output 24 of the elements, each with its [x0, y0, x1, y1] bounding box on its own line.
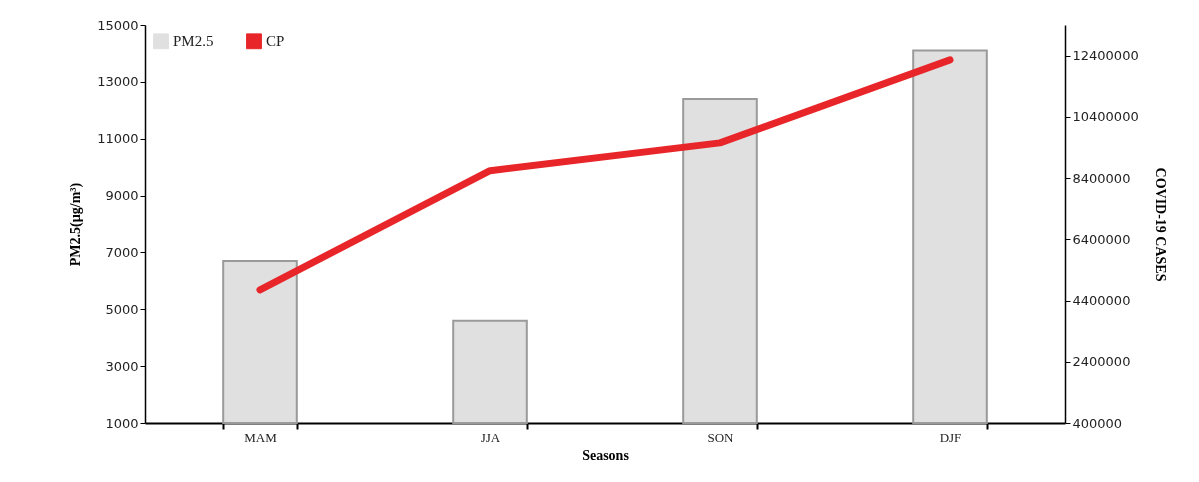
x-tick-label: SON: [707, 429, 735, 445]
y-tick-label: 11000: [97, 131, 139, 147]
y2-tick-label: 4400000: [1072, 293, 1131, 309]
y-tick-label: 15000: [97, 17, 139, 33]
y2-tick-label: 12400000: [1072, 48, 1139, 64]
x-axis-title: Seasons: [582, 447, 630, 463]
y2-tick-label: 6400000: [1072, 231, 1131, 247]
y-tick-label: 9000: [105, 188, 139, 204]
x-tick-label: JJA: [480, 429, 501, 445]
y2-tick-label: 8400000: [1072, 170, 1131, 186]
y-tick-label: 3000: [105, 358, 139, 374]
y2-axis-title: COVID-19 CASES: [1152, 167, 1168, 282]
y2-tick-label: 2400000: [1072, 354, 1131, 370]
y-axis-title: PM2.5(µg/m³): [68, 182, 85, 267]
legend-label: CP: [266, 33, 285, 50]
y-tick-label: 13000: [97, 74, 139, 90]
legend-label: PM2.5: [173, 33, 214, 50]
x-tick-label: MAM: [244, 429, 278, 445]
y2-tick-label: 400000: [1072, 415, 1123, 431]
y-tick-label: 7000: [105, 244, 139, 260]
y-tick-label: 1000: [105, 415, 139, 431]
y2-tick-label: 10400000: [1072, 109, 1139, 125]
x-tick-label: DJF: [939, 429, 962, 445]
y-tick-label: 5000: [105, 301, 139, 317]
